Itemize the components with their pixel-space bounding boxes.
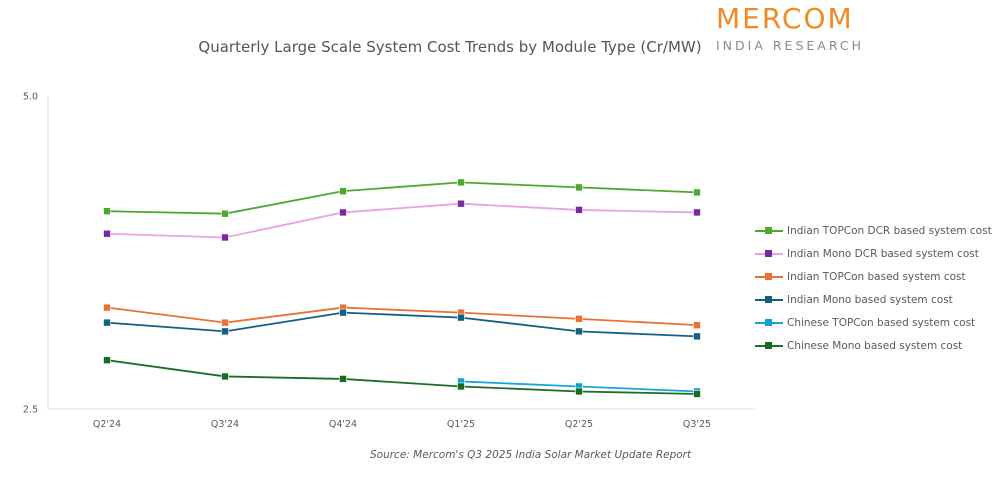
series-line (106, 202, 698, 239)
data-point (457, 178, 465, 187)
data-point (103, 229, 111, 238)
data-point (457, 313, 465, 322)
x-tick-label: Q4'24 (329, 419, 357, 430)
data-point (575, 183, 583, 192)
data-point (339, 308, 347, 317)
data-point (339, 375, 347, 383)
data-point (457, 382, 465, 391)
data-point (221, 318, 229, 327)
series-line (106, 311, 698, 338)
legend-label: Chinese Mono based system cost (787, 339, 963, 352)
data-point (693, 208, 701, 217)
axes: 5.0 2.5 Q2'24 Q3'24 Q4'24 Q1'25 Q2'25 Q3'25 (23, 92, 756, 430)
logo-sub-text: INDIA RESEARCH (716, 38, 865, 53)
data-point (575, 206, 583, 214)
data-point (221, 209, 229, 218)
legend-swatch-icon (755, 226, 783, 236)
legend-swatch-icon (755, 341, 783, 351)
data-point (103, 356, 111, 364)
series-2 (103, 303, 701, 329)
series-1 (103, 199, 701, 242)
legend-item: Indian Mono based system cost (755, 288, 992, 311)
chart-title: Quarterly Large Scale System Cost Trends… (198, 38, 702, 56)
y-tick-label: 2.5 (23, 405, 38, 416)
legend-item: Chinese TOPCon based system cost (755, 311, 992, 334)
data-point (693, 321, 701, 329)
data-point (339, 187, 347, 195)
legend-swatch-icon (755, 318, 783, 328)
x-tick-label: Q3'24 (211, 419, 239, 430)
x-tick-label: Q3'25 (683, 419, 711, 430)
legend-swatch-icon (755, 249, 783, 259)
data-point (575, 327, 583, 336)
data-point (693, 390, 701, 398)
source-note: Source: Mercom's Q3 2025 India Solar Mar… (370, 449, 692, 461)
chart-legend: Indian TOPCon DCR based system cost India… (755, 219, 992, 357)
legend-swatch-icon (755, 295, 783, 305)
legend-item: Indian TOPCon DCR based system cost (755, 219, 992, 242)
data-point (457, 199, 465, 208)
data-point (103, 207, 111, 215)
logo-main-text: MERCOM (716, 2, 854, 35)
mercom-logo: MERCOM INDIA RESEARCH (716, 2, 876, 54)
series-5 (103, 356, 701, 398)
series-line (106, 359, 698, 395)
legend-label: Indian TOPCon based system cost (787, 270, 966, 283)
legend-item: Chinese Mono based system cost (755, 334, 992, 357)
data-point (103, 303, 111, 312)
data-point (575, 387, 583, 396)
series-layer (103, 178, 701, 398)
data-point (693, 332, 701, 341)
series-0 (103, 178, 701, 218)
x-tick-label: Q1'25 (447, 419, 475, 430)
legend-label: Indian Mono DCR based system cost (787, 247, 979, 260)
y-tick-label: 5.0 (23, 92, 38, 103)
x-tick-label: Q2'25 (565, 419, 593, 430)
data-point (693, 188, 701, 197)
series-line (106, 306, 698, 327)
data-point (575, 315, 583, 323)
data-point (221, 327, 229, 336)
legend-label: Indian Mono based system cost (787, 293, 953, 306)
legend-swatch-icon (755, 272, 783, 282)
legend-label: Chinese TOPCon based system cost (787, 316, 976, 329)
legend-label: Indian TOPCon DCR based system cost (787, 224, 992, 237)
x-tick-label: Q2'24 (93, 419, 121, 430)
legend-item: Indian TOPCon based system cost (755, 265, 992, 288)
data-point (339, 208, 347, 217)
series-3 (103, 308, 701, 341)
data-point (221, 233, 229, 242)
data-point (221, 372, 229, 381)
data-point (103, 318, 111, 327)
series-line (106, 181, 698, 215)
legend-item: Indian Mono DCR based system cost (755, 242, 992, 265)
